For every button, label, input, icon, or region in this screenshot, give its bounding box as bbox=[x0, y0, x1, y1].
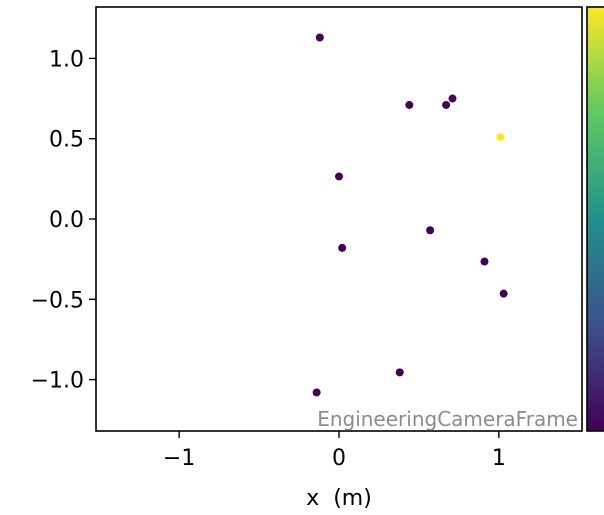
data-point bbox=[442, 100, 451, 109]
y-tick-label: −1.0 bbox=[31, 369, 84, 394]
data-point bbox=[496, 133, 505, 142]
data-point bbox=[335, 172, 343, 181]
x-axis-label: x (m) bbox=[306, 486, 372, 511]
data-point bbox=[499, 289, 508, 298]
x-tick-label: −1 bbox=[163, 446, 195, 471]
colorbar bbox=[586, 6, 604, 432]
data-point bbox=[312, 388, 321, 397]
data-point bbox=[405, 100, 414, 109]
data-point bbox=[338, 243, 347, 252]
x-tick-label: 1 bbox=[492, 446, 506, 471]
data-point bbox=[426, 226, 435, 235]
data-point bbox=[480, 257, 489, 266]
y-tick-label: −0.5 bbox=[31, 288, 84, 313]
data-point bbox=[315, 33, 324, 42]
data-point bbox=[395, 368, 404, 377]
chart-annotation: EngineeringCameraFrame bbox=[317, 407, 578, 431]
y-tick-label: 1.0 bbox=[49, 47, 84, 72]
data-point bbox=[448, 94, 457, 103]
y-tick-label: 0.5 bbox=[49, 128, 84, 153]
plot-frame bbox=[95, 6, 583, 432]
x-tick-label: 0 bbox=[332, 446, 346, 471]
y-axis-ticks: −1.0 −0.5 0.0 0.5 1.0 bbox=[31, 47, 96, 394]
data-points bbox=[312, 33, 508, 397]
y-tick-label: 0.0 bbox=[49, 208, 84, 233]
x-axis-ticks: −1 0 1 bbox=[163, 431, 506, 471]
